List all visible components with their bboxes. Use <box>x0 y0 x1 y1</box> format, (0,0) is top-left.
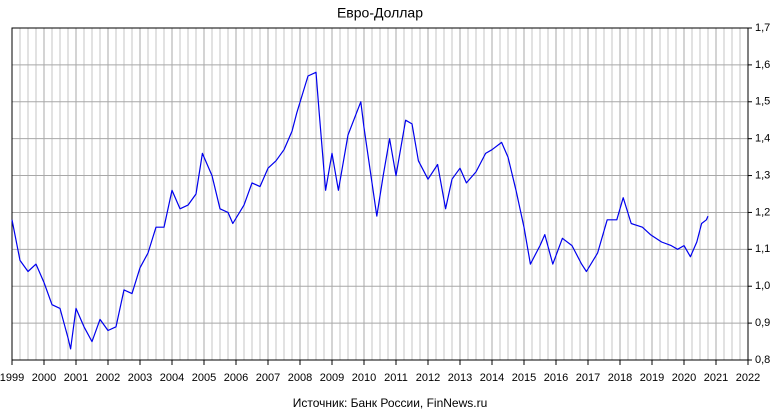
x-tick-label: 1999 <box>0 372 24 384</box>
x-tick-label: 2006 <box>224 372 248 384</box>
x-tick-label: 2009 <box>320 372 344 384</box>
y-tick-label: 0,9 <box>755 317 770 329</box>
x-tick-label: 2022 <box>736 372 760 384</box>
line-series <box>11 71 709 350</box>
y-tick-label: 1,6 <box>755 59 770 71</box>
source-note: Источник: Банк России, FinNews.ru <box>293 396 488 410</box>
y-tick-label: 1,5 <box>755 96 770 108</box>
x-tick-label: 2017 <box>576 372 600 384</box>
x-tick-label: 2001 <box>64 372 88 384</box>
x-tick-label: 2016 <box>544 372 568 384</box>
x-tick-label: 2011 <box>384 372 408 384</box>
y-tick-label: 1,7 <box>755 22 770 34</box>
x-tick-label: 2008 <box>288 372 312 384</box>
x-tick-label: 2000 <box>32 372 56 384</box>
x-tick-label: 2004 <box>160 372 184 384</box>
x-tick-label: 2015 <box>512 372 536 384</box>
chart-title: Евро-Доллар <box>337 5 423 21</box>
y-tick-label: 1,3 <box>755 169 770 181</box>
x-tick-label: 2012 <box>416 372 440 384</box>
x-tick-label: 2003 <box>128 372 152 384</box>
y-tick-label: 0,8 <box>755 354 770 366</box>
x-tick-label: 2013 <box>448 372 472 384</box>
x-tick-label: 2021 <box>704 372 728 384</box>
x-tick-label: 2010 <box>352 372 376 384</box>
y-tick-label: 1,4 <box>755 133 770 145</box>
x-tick-label: 2007 <box>256 372 280 384</box>
plot-frame <box>11 27 749 361</box>
x-tick-label: 2005 <box>192 372 216 384</box>
y-tick-label: 1,2 <box>755 206 770 218</box>
x-tick-label: 2014 <box>480 372 504 384</box>
x-tick-label: 2019 <box>640 372 664 384</box>
x-tick-label: 2020 <box>672 372 696 384</box>
y-tick-label: 1,0 <box>755 280 770 292</box>
x-tick-label: 2002 <box>96 372 120 384</box>
x-tick-label: 2018 <box>608 372 632 384</box>
y-tick-label: 1,1 <box>755 243 770 255</box>
